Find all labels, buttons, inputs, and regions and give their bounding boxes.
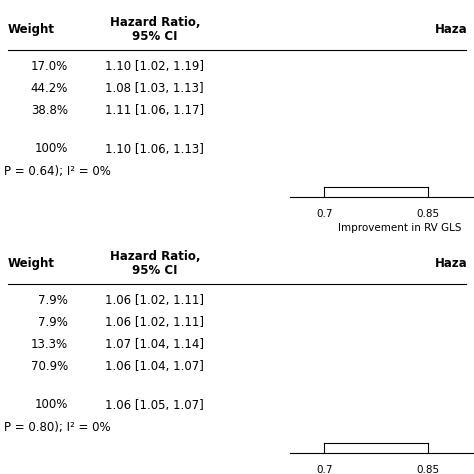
Text: 13.3%: 13.3%	[31, 338, 68, 351]
Text: Haza: Haza	[435, 257, 468, 270]
Text: P = 0.64); I² = 0%: P = 0.64); I² = 0%	[4, 164, 111, 177]
Text: 1.06 [1.04, 1.07]: 1.06 [1.04, 1.07]	[105, 360, 204, 373]
Text: 17.0%: 17.0%	[31, 60, 68, 73]
Text: 38.8%: 38.8%	[31, 104, 68, 117]
Text: Weight: Weight	[8, 23, 55, 36]
Text: 100%: 100%	[35, 399, 68, 411]
Text: Weight: Weight	[8, 257, 55, 270]
Text: 1.10 [1.06, 1.13]: 1.10 [1.06, 1.13]	[105, 143, 204, 155]
Text: 95% CI: 95% CI	[132, 30, 178, 43]
Text: 1.10 [1.02, 1.19]: 1.10 [1.02, 1.19]	[105, 60, 204, 73]
Text: 1.06 [1.02, 1.11]: 1.06 [1.02, 1.11]	[105, 294, 204, 307]
Text: Improvement in RV GLS: Improvement in RV GLS	[338, 223, 462, 233]
Text: 1.06 [1.02, 1.11]: 1.06 [1.02, 1.11]	[105, 316, 204, 329]
Text: Haza: Haza	[435, 23, 468, 36]
Text: 0.85: 0.85	[416, 465, 439, 474]
Text: 1.07 [1.04, 1.14]: 1.07 [1.04, 1.14]	[105, 338, 204, 351]
Text: Hazard Ratio,: Hazard Ratio,	[110, 250, 200, 263]
Text: 0.7: 0.7	[316, 465, 333, 474]
Text: 70.9%: 70.9%	[31, 360, 68, 373]
Text: 7.9%: 7.9%	[38, 316, 68, 329]
Text: 0.7: 0.7	[316, 210, 333, 219]
Text: 0.85: 0.85	[416, 210, 439, 219]
Text: 44.2%: 44.2%	[31, 82, 68, 95]
Text: P = 0.80); I² = 0%: P = 0.80); I² = 0%	[4, 420, 110, 434]
Text: 1.08 [1.03, 1.13]: 1.08 [1.03, 1.13]	[105, 82, 204, 95]
Text: 100%: 100%	[35, 143, 68, 155]
Text: 7.9%: 7.9%	[38, 294, 68, 307]
Text: 95% CI: 95% CI	[132, 264, 178, 277]
Text: 1.06 [1.05, 1.07]: 1.06 [1.05, 1.07]	[105, 399, 204, 411]
Text: 1.11 [1.06, 1.17]: 1.11 [1.06, 1.17]	[105, 104, 204, 117]
Text: Hazard Ratio,: Hazard Ratio,	[110, 16, 200, 29]
